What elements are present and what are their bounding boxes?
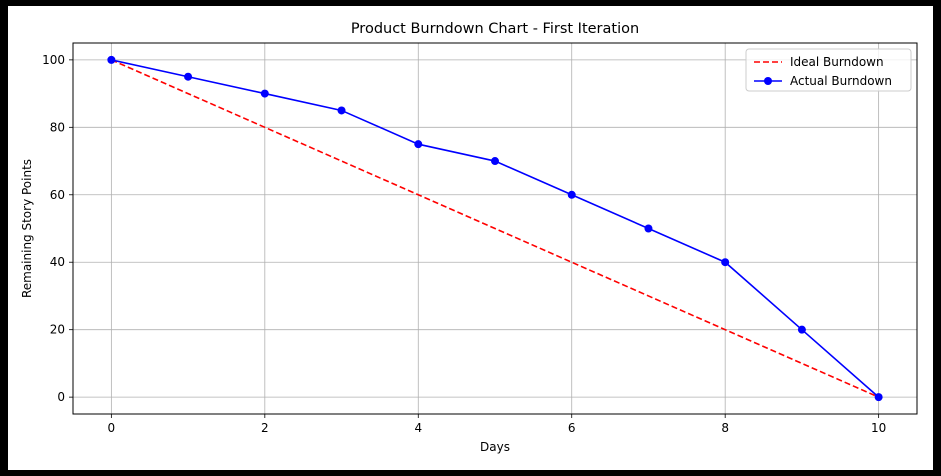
x-tick-label-10: 10 — [871, 421, 886, 435]
chart-title: Product Burndown Chart - First Iteration — [351, 21, 639, 37]
y-axis-label: Remaining Story Points — [20, 159, 34, 298]
x-tick-label-0: 0 — [108, 421, 116, 435]
x-tick-label-2: 2 — [261, 421, 269, 435]
burndown-chart: Product Burndown Chart - First Iteration… — [20, 21, 918, 454]
series-line-ideal-burndown — [111, 59, 879, 398]
data-point-actual-burndown-7 — [644, 224, 653, 233]
data-point-actual-burndown-5 — [491, 157, 499, 166]
y-tick-label-80: 80 — [50, 120, 65, 134]
chart-figure: Product Burndown Chart - First Iteration… — [8, 6, 933, 470]
y-tick-label-20: 20 — [50, 323, 65, 337]
y-tick-label-60: 60 — [50, 188, 65, 202]
x-axis-label: Days — [480, 440, 510, 454]
data-point-actual-burndown-0 — [107, 55, 116, 64]
x-tick-label-4: 4 — [414, 421, 422, 435]
y-tick-label-40: 40 — [50, 255, 65, 269]
data-point-actual-burndown-8 — [721, 258, 730, 267]
data-point-actual-burndown-2 — [260, 89, 269, 98]
y-tick-label-100: 100 — [42, 53, 65, 67]
data-point-actual-burndown-10 — [874, 393, 883, 402]
y-tick-label-0: 0 — [57, 390, 65, 404]
legend: Ideal Burndown Actual Burndown — [745, 48, 912, 92]
series-layer — [107, 55, 883, 402]
legend-marker-actual-burndown — [764, 77, 772, 85]
legend-label-actual-burndown: Actual Burndown — [790, 74, 892, 88]
data-point-actual-burndown-9 — [797, 325, 806, 334]
data-point-actual-burndown-1 — [184, 72, 193, 81]
legend-label-ideal-burndown: Ideal Burndown — [790, 55, 884, 69]
x-tick-label-8: 8 — [721, 421, 729, 435]
grid-lines — [73, 43, 917, 414]
data-point-actual-burndown-4 — [414, 140, 423, 149]
plot-frame — [72, 42, 918, 415]
data-point-actual-burndown-3 — [337, 106, 346, 115]
data-point-actual-burndown-6 — [567, 190, 576, 199]
x-tick-label-6: 6 — [568, 421, 576, 435]
legend-box — [745, 48, 912, 92]
